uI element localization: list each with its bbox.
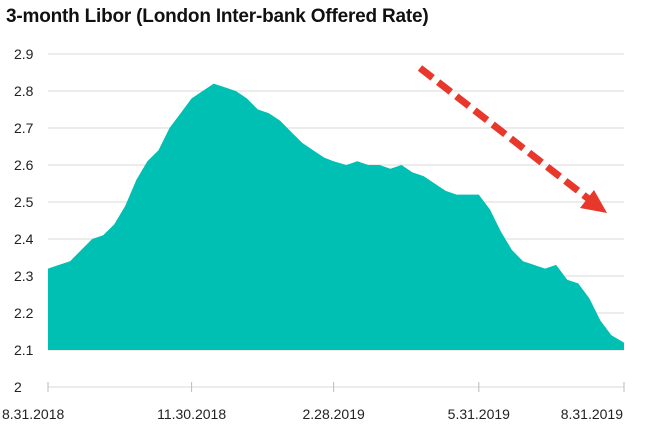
x-axis-labels: 8.31.2018 11.30.2018 2.28.2019 5.31.2019 8.3… <box>2 406 623 422</box>
trend-arrow-shaft <box>417 65 593 203</box>
chart-title: 3-month Libor (London Inter-bank Offered… <box>6 6 429 27</box>
y-tick-label: 2.2 <box>14 305 34 321</box>
y-tick-label: 2.3 <box>14 268 34 284</box>
libor-area <box>48 83 624 350</box>
x-tick-label: 5.31.2019 <box>448 406 510 422</box>
y-tick-label: 2.9 <box>14 46 34 62</box>
y-tick-label: 2.6 <box>14 157 34 173</box>
x-tick-label: 8.31.2019 <box>561 406 623 422</box>
area-series <box>48 83 624 350</box>
trend-arrow-head <box>580 190 607 213</box>
x-tick-label: 8.31.2018 <box>2 406 64 422</box>
y-tick-label: 2 <box>14 379 22 395</box>
y-axis-labels: 2 2.1 2.2 2.3 2.4 2.5 2.6 2.7 2.8 2.9 <box>14 46 34 395</box>
y-tick-label: 2.4 <box>14 231 34 247</box>
trend-annotation <box>417 65 607 213</box>
y-tick-label: 2.5 <box>14 194 34 210</box>
y-tick-label: 2.1 <box>14 342 34 358</box>
y-tick-label: 2.7 <box>14 120 34 136</box>
x-axis-ticks <box>47 382 625 392</box>
y-tick-label: 2.8 <box>14 83 34 99</box>
x-tick-label: 2.28.2019 <box>302 406 364 422</box>
x-tick-label: 11.30.2018 <box>157 406 226 422</box>
